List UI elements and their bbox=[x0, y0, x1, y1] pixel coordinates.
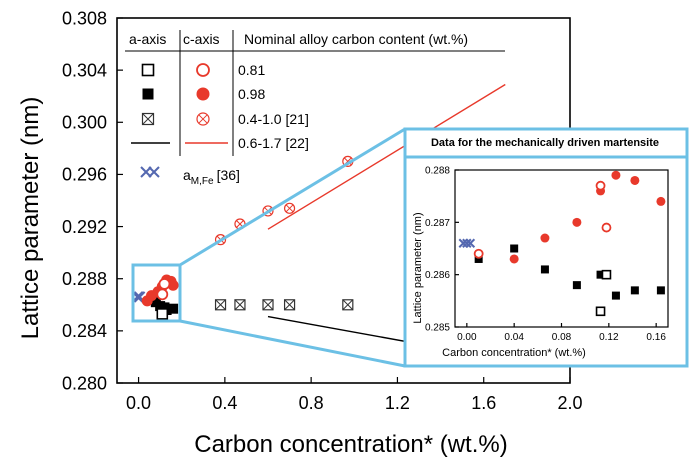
legend-header-c-axis: c-axis bbox=[183, 31, 220, 47]
main-data-point bbox=[283, 299, 296, 311]
inset-x-tick-label: 0.12 bbox=[599, 332, 619, 343]
inset-data-point bbox=[596, 270, 605, 279]
legend-extra-ref: [36] bbox=[217, 167, 240, 183]
inset-data-point bbox=[572, 281, 581, 290]
main-x-tick-label: 0.0 bbox=[126, 393, 151, 413]
inset-data-point bbox=[630, 286, 639, 295]
legend-entry-label-3: 0.6-1.7 [22] bbox=[238, 135, 309, 151]
inset-x-tick-label: 0.08 bbox=[552, 332, 572, 343]
inset-x-tick-label: 0.04 bbox=[504, 332, 524, 343]
inset-x-tick-label: 0.16 bbox=[646, 332, 666, 343]
inset-data-point bbox=[458, 238, 468, 248]
inset-data-point bbox=[474, 254, 483, 263]
main-x-tick-label: 0.8 bbox=[299, 393, 324, 413]
main-x-tick-label: 2.0 bbox=[557, 393, 582, 413]
inset-data-point bbox=[630, 175, 640, 185]
zoom-connector-bottom bbox=[179, 319, 406, 368]
inset-data-point bbox=[465, 238, 476, 248]
main-y-tick-label: 0.292 bbox=[62, 217, 107, 237]
main-data-point bbox=[158, 278, 171, 290]
inset-y-tick-label: 0.286 bbox=[425, 270, 450, 281]
inset-y-tick-label: 0.287 bbox=[425, 218, 450, 229]
main-y-tick-label: 0.284 bbox=[62, 321, 107, 341]
legend-extra-a: a bbox=[183, 167, 191, 183]
main-data-point bbox=[283, 202, 296, 214]
zoom-connectors bbox=[131, 127, 406, 368]
legend-extra-label: aM,Fe [36] bbox=[183, 167, 240, 187]
legend-markers bbox=[131, 63, 228, 178]
zoom-box bbox=[131, 263, 182, 323]
inset-data-points bbox=[458, 170, 666, 317]
legend-extra-subscript: M,Fe bbox=[191, 176, 214, 187]
inset-data-point bbox=[656, 196, 666, 206]
inset-data-point bbox=[601, 222, 612, 233]
inset-data-point bbox=[595, 180, 606, 191]
legend-a-marker bbox=[141, 63, 155, 77]
legend-c-marker bbox=[196, 87, 210, 101]
inset-data-point bbox=[611, 170, 621, 180]
inset-data-point bbox=[510, 244, 519, 253]
legend-header-nominal: Nominal alloy carbon content (wt.%) bbox=[244, 31, 468, 47]
inset-data-point bbox=[656, 286, 665, 295]
main-x-tick-label: 1.6 bbox=[471, 393, 496, 413]
inset-header: Data for the mechanically driven martens… bbox=[431, 137, 659, 149]
legend-entry-label-0: 0.81 bbox=[238, 62, 265, 78]
legend-header-a-axis: a-axis bbox=[129, 31, 166, 47]
inset-data-point bbox=[572, 217, 582, 227]
inset-data-point bbox=[540, 233, 550, 243]
main-data-point bbox=[234, 299, 246, 311]
inset-data-point bbox=[540, 265, 549, 274]
inset-data-point bbox=[509, 254, 519, 264]
legend-a-marker bbox=[142, 88, 154, 100]
main-y-tick-label: 0.308 bbox=[62, 8, 107, 28]
legend-c-marker bbox=[196, 63, 210, 77]
main-y-tick-label: 0.280 bbox=[62, 373, 107, 393]
inset-x-axis-label: Carbon concentration* (wt.%) bbox=[442, 347, 586, 359]
inset-y-tick-label: 0.288 bbox=[425, 166, 450, 177]
main-axes-ticks: 0.0 0.4 0.8 1.2 1.6 2.0 0.280 0.284 0.288 0.292 0.… bbox=[62, 8, 583, 413]
inset-data-point bbox=[473, 248, 484, 259]
main-y-axis-label: Lattice parameter (nm) bbox=[17, 97, 44, 340]
inset-data-point bbox=[595, 306, 606, 317]
main-y-tick-label: 0.304 bbox=[62, 60, 107, 80]
main-data-point bbox=[342, 299, 354, 311]
inset-data-point bbox=[611, 291, 620, 300]
legend-c-marker bbox=[196, 112, 210, 126]
inset-panel bbox=[403, 127, 689, 368]
inset-data-point bbox=[601, 269, 612, 280]
main-data-point bbox=[156, 308, 169, 320]
inset-y-tick-label: 0.285 bbox=[425, 323, 450, 334]
main-y-tick-label: 0.300 bbox=[62, 113, 107, 133]
main-x-tick-label: 1.2 bbox=[385, 393, 410, 413]
inset-data-point bbox=[462, 238, 472, 248]
main-x-axis-label: Carbon concentration* (wt.%) bbox=[194, 431, 507, 458]
legend-entry-label-1: 0.98 bbox=[238, 86, 265, 102]
inset-y-axis-label: Lattice parameter (nm) bbox=[412, 212, 424, 323]
legend-amfe-marker bbox=[148, 166, 160, 178]
inset-axes-ticks: 0.00 0.04 0.08 0.12 0.16 0.285 0.286 0.287 0.288 bbox=[425, 166, 666, 344]
main-y-tick-label: 0.296 bbox=[62, 165, 107, 185]
legend: a-axis c-axis Nominal alloy carbon conte… bbox=[125, 30, 505, 187]
legend-entry-label-2: 0.4-1.0 [21] bbox=[238, 111, 309, 127]
main-y-tick-label: 0.288 bbox=[62, 269, 107, 289]
main-data-point bbox=[262, 299, 274, 311]
legend-a-marker bbox=[141, 112, 155, 126]
zoom-connector-top bbox=[179, 127, 406, 267]
main-data-point bbox=[156, 288, 169, 301]
main-data-point bbox=[167, 279, 179, 291]
inset-x-tick-label: 0.00 bbox=[457, 332, 477, 343]
main-data-point bbox=[168, 303, 179, 314]
main-series-line bbox=[267, 83, 506, 230]
main-x-tick-label: 0.4 bbox=[212, 393, 237, 413]
main-data-point bbox=[214, 299, 227, 311]
